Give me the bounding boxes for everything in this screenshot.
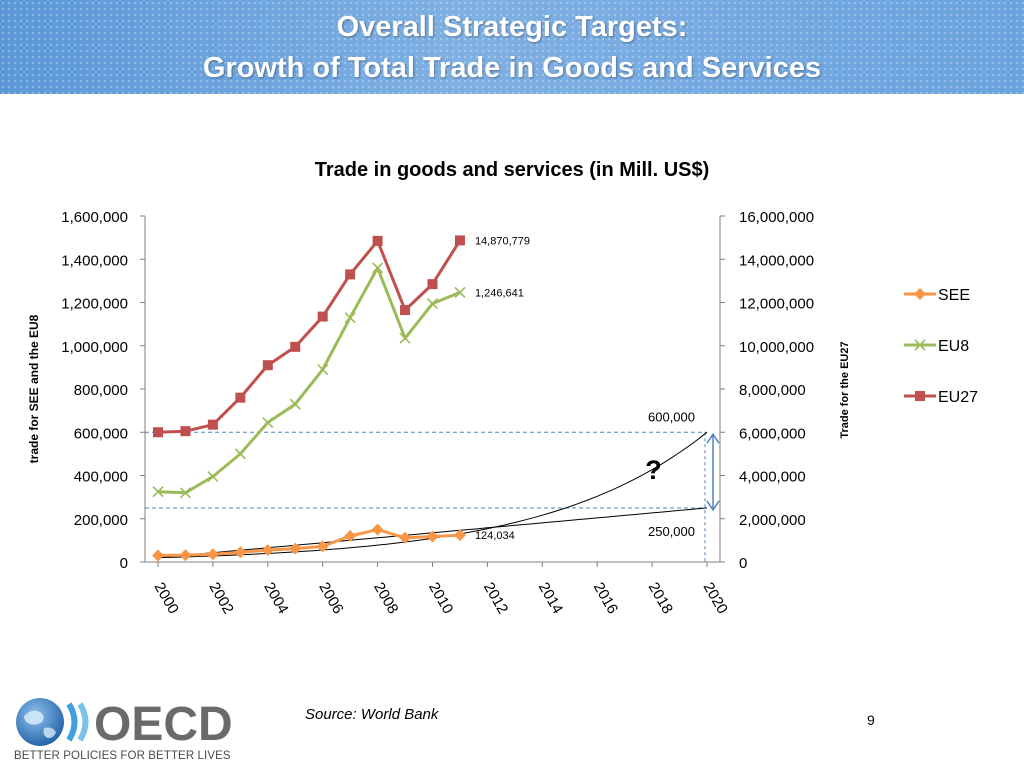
- y-tick-label-right: 0: [739, 555, 747, 572]
- legend-label-see: SEE: [938, 287, 970, 304]
- y-tick-label-right: 4,000,000: [739, 469, 806, 486]
- x-tick-label: 2012: [480, 580, 511, 617]
- data-point-eu8: [289, 398, 301, 410]
- y-tick-label-right: 16,000,000: [739, 209, 814, 226]
- page-number: 9: [867, 712, 875, 728]
- data-point-eu8: [262, 416, 274, 429]
- data-point-eu8: [344, 312, 356, 324]
- x-tick-label: 2020: [700, 580, 731, 617]
- y-tick-label-left: 0: [120, 555, 128, 572]
- series-line-eu27: [157, 239, 462, 434]
- y-tick-label-left: 400,000: [74, 469, 128, 486]
- slide-title-line-2: Growth of Total Trade in Goods and Servi…: [202, 52, 822, 84]
- question-mark-annotation: ?: [645, 455, 662, 485]
- y-tick-label-left: 1,400,000: [61, 252, 128, 269]
- legend-label-eu8: EU8: [938, 338, 969, 355]
- data-label: 124,034: [475, 530, 515, 542]
- data-point-see: [261, 544, 274, 557]
- y-tick-label-left: 200,000: [74, 512, 128, 529]
- data-point-see: [234, 546, 247, 559]
- target-label: 250,000: [648, 524, 695, 539]
- data-point-eu8: [454, 286, 466, 298]
- y-tick-label-left: 1,600,000: [61, 209, 128, 226]
- y-axis-label-left: trade for SEE and the EU8: [27, 314, 41, 463]
- legend-marker-eu27: [915, 391, 925, 401]
- data-point-eu27: [290, 341, 301, 352]
- data-point-see: [371, 523, 384, 536]
- y-tick-label-right: 14,000,000: [739, 252, 814, 269]
- data-point-eu8: [179, 487, 192, 499]
- data-point-eu27: [427, 279, 438, 290]
- data-point-eu27: [235, 392, 246, 403]
- target-label: 600,000: [648, 409, 695, 424]
- title-banner: Overall Strategic Targets: Growth of Tot…: [0, 0, 1024, 94]
- x-tick-label: 2014: [535, 580, 566, 617]
- y-axis-label-right: Trade for the EU27: [839, 341, 851, 438]
- data-point-eu8: [207, 471, 219, 483]
- legend-label-eu27: EU27: [938, 389, 978, 406]
- arrow-head-bottom: [706, 500, 720, 512]
- slide-title-line-1: Overall Strategic Targets:: [336, 11, 688, 43]
- legend-marker-eu8: [914, 339, 926, 351]
- y-tick-label-left: 1,200,000: [61, 296, 128, 313]
- data-point-eu27: [400, 305, 411, 316]
- x-tick-label: 2018: [645, 580, 676, 617]
- x-tick-label: 2006: [315, 580, 346, 617]
- arrow-head-top: [706, 432, 720, 444]
- y-tick-label-right: 2,000,000: [739, 512, 806, 529]
- banner-pattern: [0, 0, 1024, 94]
- series-line-see: [157, 528, 461, 557]
- data-point-see: [206, 548, 219, 561]
- oecd-logo: OECD BETTER POLICIES FOR BETTER LIVES: [14, 696, 234, 766]
- data-point-eu8: [152, 486, 164, 498]
- data-point-eu27: [454, 235, 465, 246]
- chart-title: Trade in goods and services (in Mill. US…: [315, 159, 710, 181]
- x-tick-label: 2000: [151, 580, 182, 617]
- data-label: 1,246,641: [475, 287, 524, 299]
- data-point-eu27: [207, 419, 218, 430]
- data-point-see: [344, 530, 357, 543]
- oecd-logo-text: OECD: [94, 698, 233, 748]
- x-tick-label: 2010: [425, 580, 456, 617]
- y-tick-label-left: 600,000: [74, 425, 128, 442]
- y-tick-label-right: 12,000,000: [739, 296, 814, 313]
- y-tick-label-left: 1,000,000: [61, 339, 128, 356]
- data-point-see: [399, 531, 412, 544]
- data-point-eu8: [426, 298, 439, 310]
- data-point-eu8: [399, 332, 411, 344]
- data-point-eu27: [372, 235, 383, 246]
- oecd-tagline: BETTER POLICIES FOR BETTER LIVES: [14, 750, 231, 762]
- data-point-see: [453, 529, 466, 542]
- y-tick-label-right: 8,000,000: [739, 382, 806, 399]
- data-point-eu27: [262, 360, 273, 371]
- data-point-eu8: [317, 363, 329, 376]
- y-tick-label-right: 6,000,000: [739, 425, 806, 442]
- data-label: 14,870,779: [475, 235, 530, 247]
- data-point-see: [152, 549, 164, 562]
- series-line-eu8: [157, 266, 461, 495]
- data-point-see: [316, 540, 329, 553]
- x-tick-label: 2016: [590, 580, 621, 617]
- data-point-see: [179, 549, 192, 562]
- data-point-eu8: [234, 448, 246, 460]
- x-tick-label: 2004: [260, 580, 291, 617]
- data-point-eu8: [372, 262, 384, 274]
- legend-marker-see: [914, 288, 926, 300]
- data-point-eu27: [153, 427, 163, 438]
- y-tick-label-right: 10,000,000: [739, 339, 814, 356]
- data-point-eu27: [317, 311, 328, 322]
- data-point-eu27: [180, 426, 191, 437]
- data-point-eu27: [345, 269, 356, 280]
- data-point-see: [289, 542, 302, 555]
- x-tick-label: 2002: [205, 580, 236, 617]
- y-tick-label-left: 800,000: [74, 382, 128, 399]
- source-note: Source: World Bank: [305, 706, 439, 723]
- data-point-see: [426, 530, 439, 543]
- x-tick-label: 2008: [370, 580, 401, 617]
